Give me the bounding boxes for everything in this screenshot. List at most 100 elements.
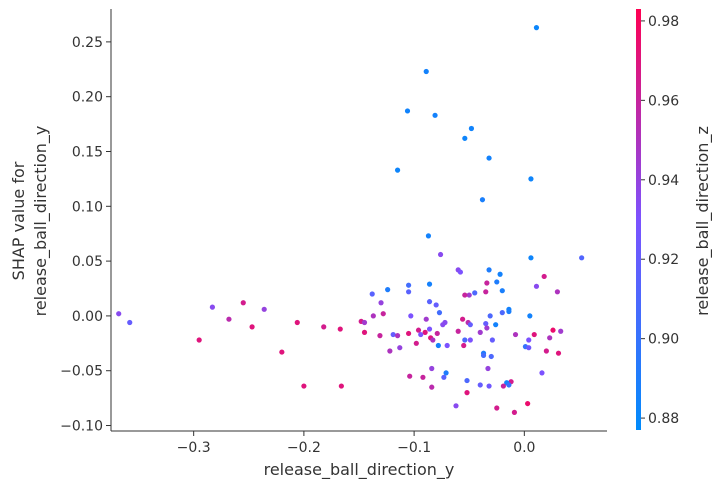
scatter-point xyxy=(116,311,122,317)
scatter-point xyxy=(484,325,490,331)
colorbar-tick-label: 0.92 xyxy=(648,252,679,268)
scatter-point xyxy=(429,365,435,372)
scatter-point xyxy=(441,374,447,380)
scatter-point xyxy=(494,279,500,285)
scatter-point xyxy=(468,125,475,132)
y-tick-label: 0.00 xyxy=(72,309,103,325)
y-tick-label: −0.05 xyxy=(60,364,103,380)
scatter-point xyxy=(477,382,483,388)
scatter-point xyxy=(483,289,489,295)
colorbar xyxy=(636,9,641,430)
scatter-point xyxy=(369,291,375,297)
scatter-point xyxy=(477,329,483,335)
scatter-point xyxy=(380,311,386,317)
scatter-point xyxy=(500,383,506,389)
colorbar-tick-label: 0.98 xyxy=(648,14,679,30)
scatter-point xyxy=(378,300,384,306)
scatter-point xyxy=(528,255,534,261)
scatter-point xyxy=(337,326,343,332)
scatter-point xyxy=(426,299,433,305)
scatter-point xyxy=(443,370,449,376)
scatter-point xyxy=(461,342,467,349)
scatter-point xyxy=(422,329,428,335)
scatter-point xyxy=(321,324,327,330)
scatter-point xyxy=(539,370,545,376)
scatter-point xyxy=(406,330,412,337)
scatter-point xyxy=(579,255,585,261)
x-tick-label: −0.1 xyxy=(397,440,431,456)
scatter-point xyxy=(543,348,549,354)
y-tick-label: 0.20 xyxy=(72,90,103,106)
scatter-point xyxy=(486,383,492,389)
scatter-point xyxy=(397,345,403,351)
y-tick-label: 0.15 xyxy=(72,144,103,160)
scatter-point xyxy=(420,374,426,380)
scatter-point xyxy=(429,384,435,390)
scatter-point xyxy=(338,383,344,389)
scatter-point xyxy=(261,306,267,312)
scatter-point xyxy=(497,271,503,277)
scatter-point xyxy=(462,135,468,141)
scatter-point xyxy=(489,337,495,343)
y-axis-title-line-1: SHAP value for xyxy=(9,161,28,280)
scatter-point xyxy=(484,280,490,286)
scatter-point xyxy=(425,233,432,239)
scatter-point xyxy=(209,304,216,310)
scatter-point xyxy=(462,337,468,343)
scatter-point xyxy=(406,282,412,288)
x-axis-title: release_ball_direction_y xyxy=(264,460,455,480)
scatter-point xyxy=(370,313,376,319)
scatter-point xyxy=(249,324,255,330)
scatter-point xyxy=(426,326,433,332)
scatter-point xyxy=(404,108,411,114)
scatter-point xyxy=(444,342,450,349)
scatter-point xyxy=(279,349,285,355)
scatter-point xyxy=(457,269,464,275)
scatter-point xyxy=(436,310,443,316)
scatter-point xyxy=(127,319,133,326)
scatter-point xyxy=(408,313,414,319)
scatter-point xyxy=(426,281,433,287)
scatter-point xyxy=(486,155,492,161)
scatter-point xyxy=(488,353,494,360)
scatter-point xyxy=(423,316,429,322)
scatter-point xyxy=(494,405,500,411)
scatter-point xyxy=(547,335,553,341)
x-ticks: −0.3 −0.2 −0.1 0.0 xyxy=(177,431,535,456)
colorbar-ticks: 0.88 0.90 0.92 0.94 0.96 0.98 xyxy=(641,14,679,427)
scatter-point xyxy=(418,331,424,338)
scatter-point xyxy=(434,330,440,337)
scatter-point xyxy=(407,373,413,379)
scatter-point xyxy=(467,322,473,328)
colorbar-tick-label: 0.90 xyxy=(648,332,679,348)
scatter-point xyxy=(466,292,472,298)
y-ticks: −0.10 −0.05 0.00 0.05 0.10 0.15 0.20 0.25 xyxy=(60,35,111,435)
scatter-point xyxy=(527,313,533,319)
scatter-point xyxy=(423,68,429,75)
scatter-point xyxy=(554,289,561,295)
scatter-point xyxy=(394,167,401,173)
scatter-point xyxy=(479,197,486,203)
y-tick-label: 0.25 xyxy=(72,35,103,51)
scatter-point xyxy=(550,327,556,333)
scatter-point xyxy=(533,283,540,289)
scatter-point xyxy=(394,333,401,339)
scatter-point xyxy=(432,112,438,118)
scatter-point xyxy=(526,337,532,343)
scatter-point xyxy=(525,400,531,407)
scatter-point xyxy=(196,337,202,343)
y-tick-label: 0.10 xyxy=(72,199,103,215)
scatter-point xyxy=(433,302,439,308)
axes-layer xyxy=(110,9,607,432)
scatter-point xyxy=(506,308,512,315)
scatter-point xyxy=(226,316,232,322)
scatter-point xyxy=(462,292,468,298)
colorbar-tick-label: 0.96 xyxy=(648,93,679,109)
scatter-point xyxy=(464,377,470,384)
scatter-point xyxy=(483,320,489,327)
scatter-point xyxy=(301,383,307,389)
x-tick-label: 0.0 xyxy=(513,440,535,456)
scatter-point xyxy=(499,310,505,316)
